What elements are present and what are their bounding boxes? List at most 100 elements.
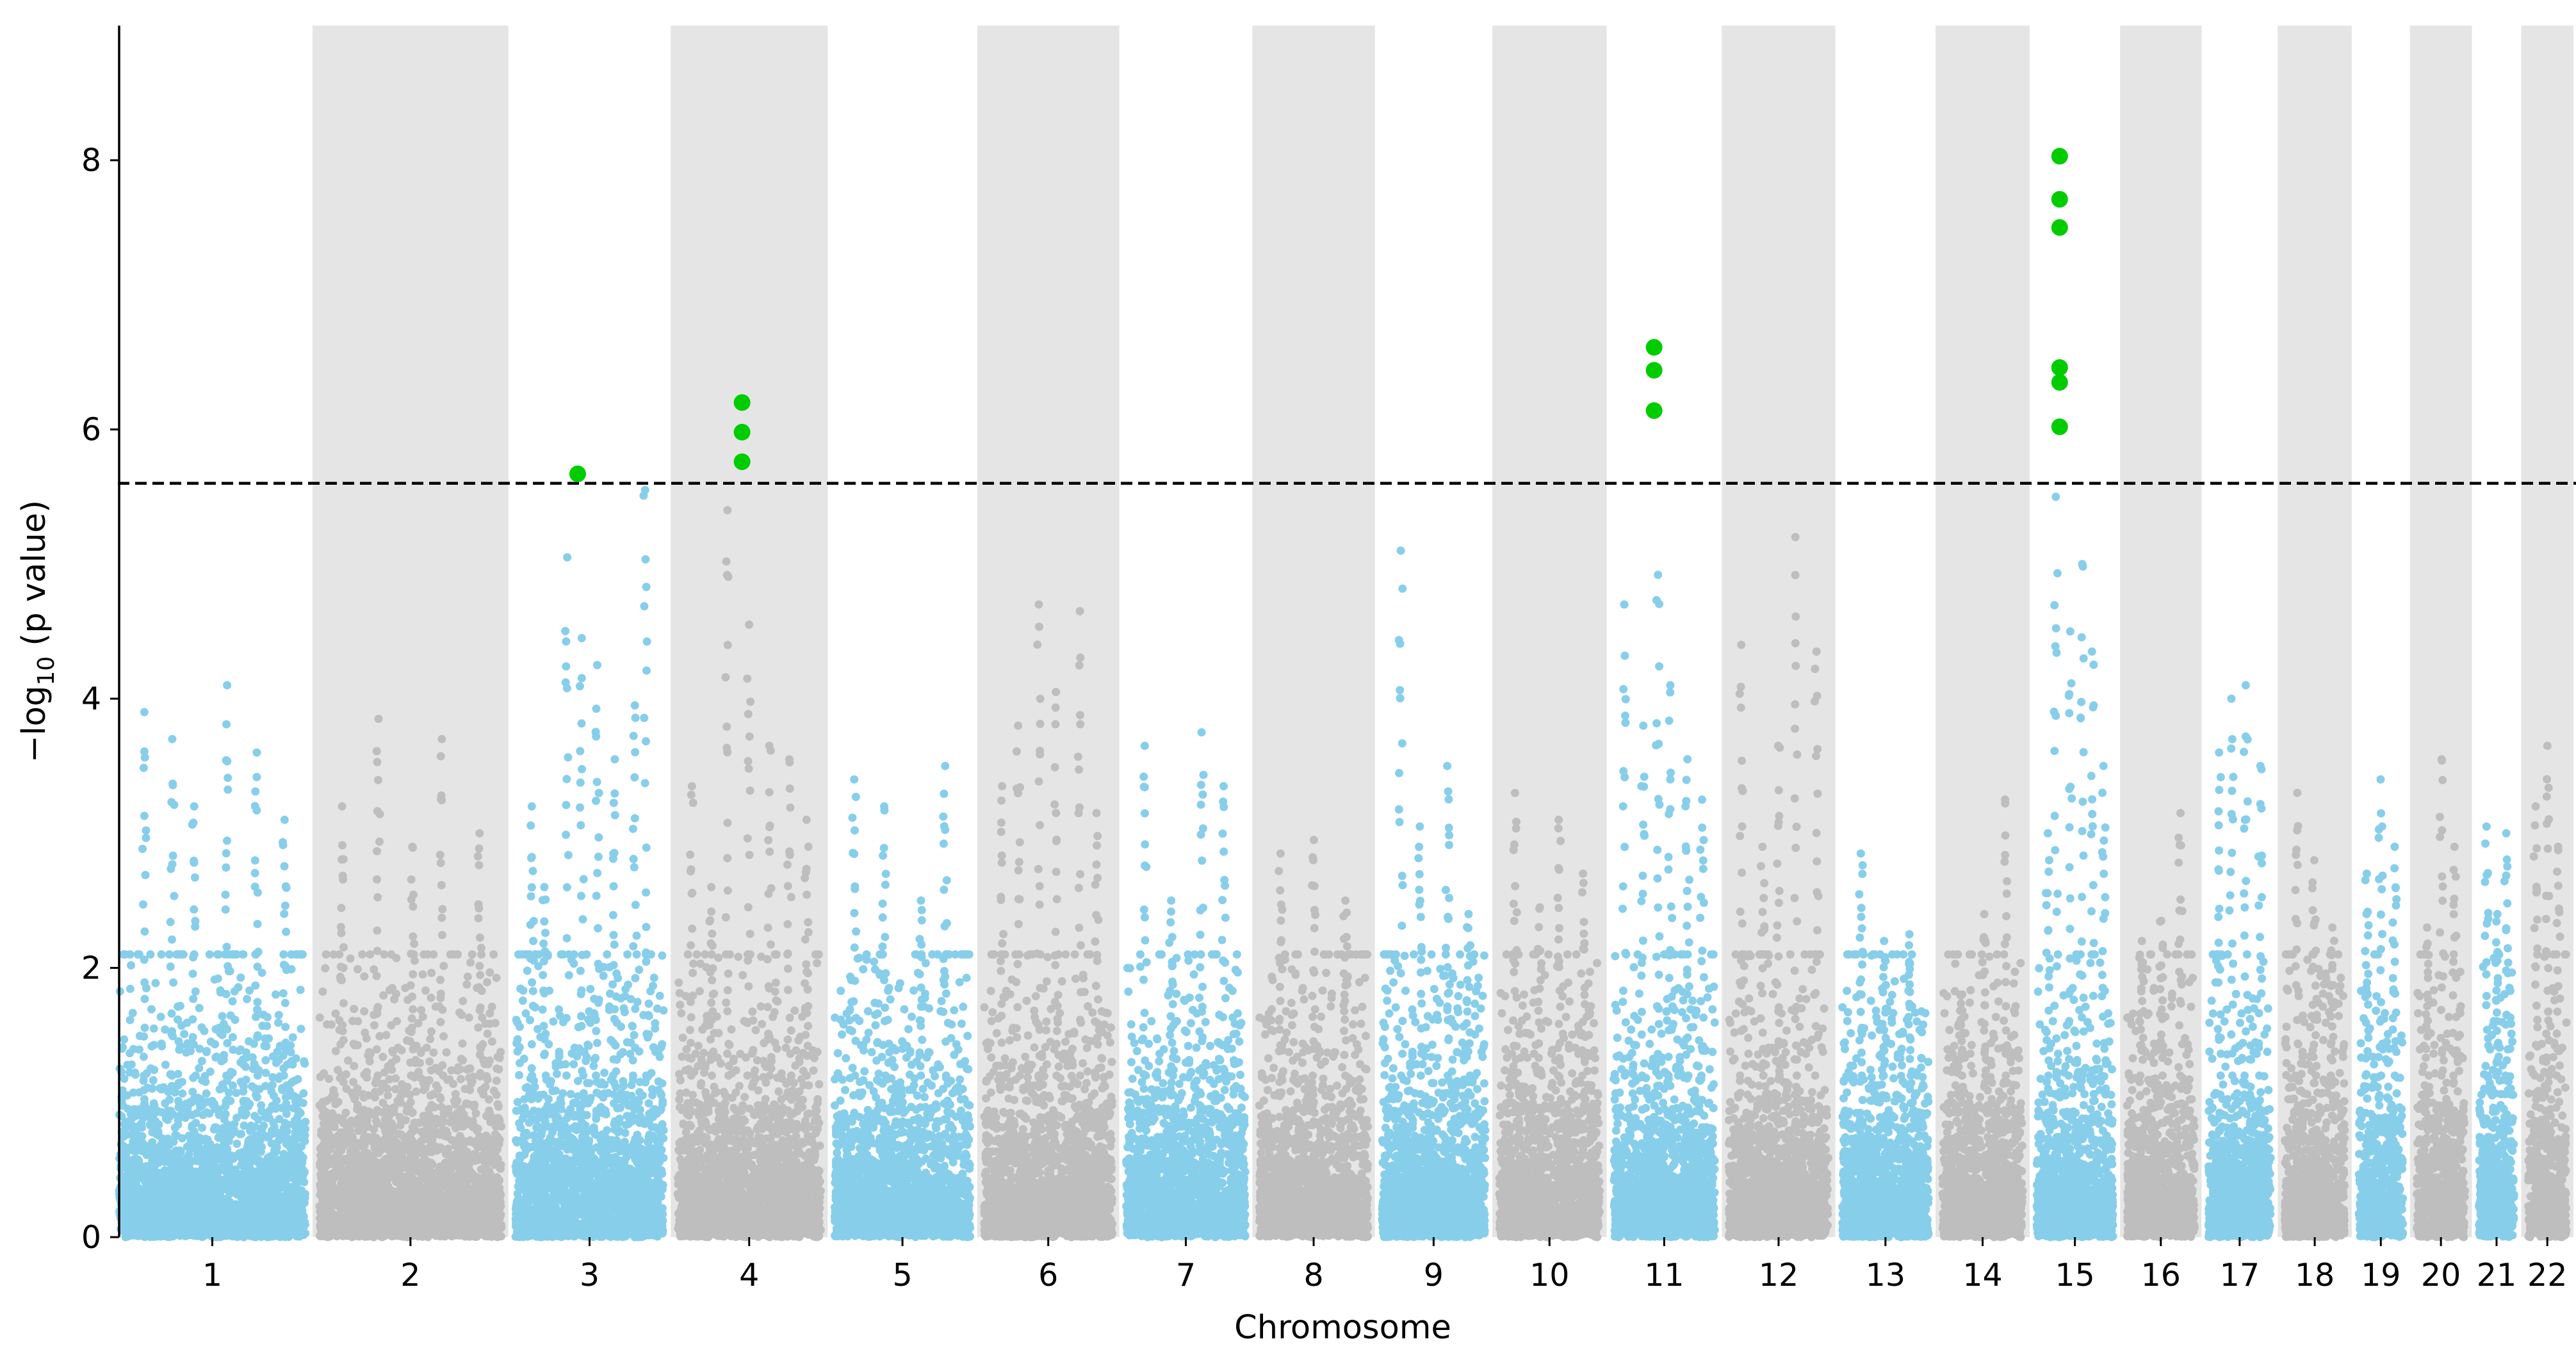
snp-point [407,1014,416,1023]
snp-point [745,850,754,859]
snp-point [879,851,888,860]
snp-point [1855,933,1864,942]
snp-point [2066,954,2075,963]
snp-point [1140,1009,1149,1017]
snp-point [251,981,260,990]
snp-point [1139,772,1148,781]
snp-point [1075,923,1084,932]
x-tick-label: 6 [1038,1257,1058,1293]
snp-point [592,777,601,786]
snp-point [915,1051,924,1060]
snp-point [688,924,697,933]
significant-point-chr4 [733,453,751,471]
snp-point [475,861,484,870]
snp-point [609,930,618,939]
snp-point [189,1040,198,1049]
snp-point [2482,991,2491,1000]
peak-point-chr15 [2078,560,2087,569]
snp-point [916,952,925,961]
snp-point [251,787,260,796]
snp-point [1774,952,1783,961]
snp-point [1218,1041,1227,1050]
snp-point [2544,1007,2553,1016]
snp-point [1052,1071,1061,1080]
snp-point [1075,661,1084,670]
snp-point [2423,939,2432,948]
snp-point [804,918,813,927]
x-tick-label: 14 [1962,1257,2002,1293]
snp-point [2450,933,2459,942]
snp-point [2390,957,2399,966]
snp-point [744,709,753,718]
snp-point [997,827,1006,836]
snp-point [1554,865,1563,874]
snp-point [336,1040,345,1049]
snp-point [375,1032,384,1041]
snp-point [2545,1036,2554,1044]
peak-point-chr9 [1415,822,1424,831]
significant-point-chr4 [733,394,751,411]
snp-point [743,834,752,843]
snp-point [1093,873,1102,882]
snp-point [2227,1030,2236,1039]
peak-point-chr22 [2543,742,2552,750]
snp-point [1554,935,1563,944]
snp-point [784,985,792,994]
snp-point [1199,904,1207,912]
snp-point [1394,805,1403,814]
snp-point [1699,856,1708,865]
snp-point [2215,786,2224,795]
snp-point [2002,933,2011,942]
chromosome-band-6 [977,26,1120,1237]
snp-point [2242,877,2251,886]
snp-point [1139,1034,1148,1043]
snp-point [2374,825,2383,834]
snp-point [2089,660,2098,669]
snp-point [2050,1001,2059,1010]
peak-point-chr21 [2493,910,2502,918]
snp-point [2422,1010,2431,1019]
snp-point [1684,1071,1693,1080]
snp-point [997,1011,1006,1020]
snp-point [1757,862,1765,871]
snp-point [1050,951,1059,960]
snp-point [372,971,381,980]
snp-point [2483,869,2492,877]
snp-point [191,916,200,925]
snp-point [2329,936,2338,945]
snp-point [1758,989,1766,998]
snp-point [437,930,446,939]
snp-point [337,904,346,912]
snp-point [578,950,587,959]
snp-point [2502,926,2511,934]
snp-point [610,1005,619,1014]
snp-point [1511,882,1520,891]
snp-point [1339,1001,1348,1010]
peak-point-chr16 [2156,916,2165,925]
snp-point [280,862,289,871]
snp-point [1697,957,1706,966]
y-tick-label: 4 [81,681,101,717]
snp-point [539,971,548,980]
snp-point [407,950,416,959]
snp-point [407,1071,416,1080]
snp-point [880,976,888,985]
peak-point-chr11 [1698,795,1706,804]
snp-point [744,764,753,773]
snp-cloud-chr9 [1378,950,1490,1242]
snp-point [1036,720,1045,728]
snp-point [539,1021,548,1030]
snp-cloud-chr5 [830,950,975,1242]
snp-point [705,1021,714,1030]
peak-point-chr14 [1980,910,1989,918]
snp-point [1310,1023,1319,1032]
peak-point-chr3 [577,634,586,642]
snp-point [2135,950,2144,959]
snp-point [686,1039,695,1048]
snp-point [1512,824,1520,833]
snp-point [1415,843,1424,851]
peak-point-chr3 [540,882,549,891]
snp-point [592,732,601,741]
x-tick-label: 4 [739,1257,759,1293]
peak-point-chr6 [998,782,1006,791]
